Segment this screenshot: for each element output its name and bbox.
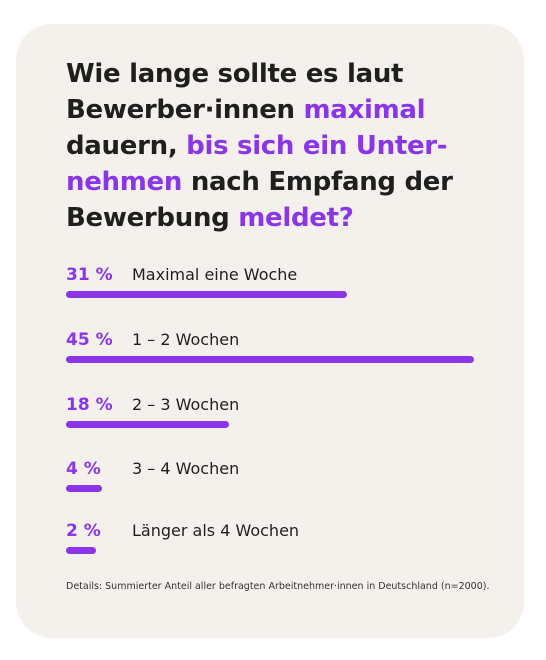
bar-category-label: Länger als 4 Wochen (132, 521, 300, 540)
bar (66, 547, 96, 554)
bar-category-label: 2 – 3 Wochen (132, 395, 240, 414)
bar-row: 4 % 3 – 4 Wochen (66, 458, 496, 498)
title-text: Wie lange sollte es laut Bewerber·innen (66, 59, 404, 125)
bar-category-label: Maximal eine Woche (132, 265, 298, 284)
bar (66, 291, 348, 298)
title-text: dauern, (66, 131, 187, 161)
title-text: nach Empfang der Bewerbung (66, 167, 453, 233)
bar-category-label: 3 – 4 Wochen (132, 459, 240, 478)
bar (66, 356, 474, 363)
bar (66, 485, 103, 492)
footnote: Details: Summierter Anteil aller befragt… (66, 581, 490, 592)
card (16, 24, 524, 638)
title-highlight: bis sich ein Unter-nehmen (66, 131, 448, 197)
bar-row: 18 % 2 – 3 Wochen (66, 394, 496, 434)
title-highlight: meldet? (238, 203, 354, 233)
bar (66, 421, 230, 428)
bar-row: 2 % Länger als 4 Wochen (66, 520, 496, 560)
bar-category-label: 1 – 2 Wochen (132, 330, 240, 349)
bar-value-label: 31 % (66, 265, 113, 285)
bar-row: 45 % 1 – 2 Wochen (66, 329, 496, 369)
bar-value-label: 18 % (66, 395, 113, 415)
title-highlight: maximal (303, 95, 426, 125)
bar-value-label: 45 % (66, 330, 113, 350)
bar-value-label: 2 % (66, 521, 101, 541)
chart-title: Wie lange sollte es laut Bewerber·innen … (66, 56, 506, 236)
bar-row: 31 % Maximal eine Woche (66, 264, 496, 304)
bar-value-label: 4 % (66, 459, 101, 479)
